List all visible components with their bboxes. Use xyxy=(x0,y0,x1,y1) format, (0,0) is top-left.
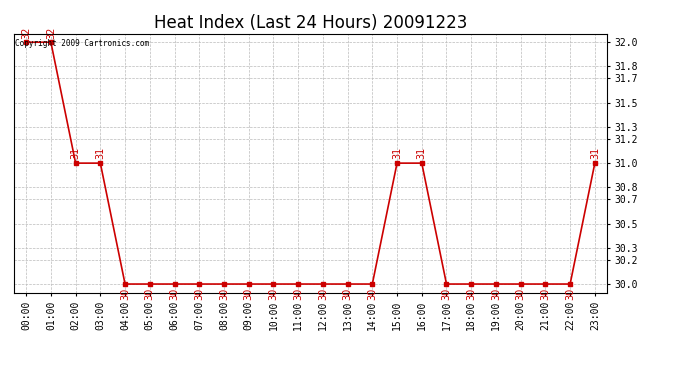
Text: 30: 30 xyxy=(367,288,377,300)
Text: 31: 31 xyxy=(95,147,106,159)
Text: 30: 30 xyxy=(170,288,179,300)
Text: 30: 30 xyxy=(318,288,328,300)
Text: 30: 30 xyxy=(293,288,303,300)
Text: 31: 31 xyxy=(590,147,600,159)
Text: 30: 30 xyxy=(442,288,451,300)
Text: Copyright 2009 Cartronics.com: Copyright 2009 Cartronics.com xyxy=(15,39,149,48)
Text: 30: 30 xyxy=(268,288,278,300)
Text: 32: 32 xyxy=(46,26,56,39)
Title: Heat Index (Last 24 Hours) 20091223: Heat Index (Last 24 Hours) 20091223 xyxy=(154,14,467,32)
Text: 31: 31 xyxy=(392,147,402,159)
Text: 30: 30 xyxy=(120,288,130,300)
Text: 30: 30 xyxy=(491,288,501,300)
Text: 31: 31 xyxy=(417,147,426,159)
Text: 30: 30 xyxy=(466,288,476,300)
Text: 31: 31 xyxy=(70,147,81,159)
Text: 32: 32 xyxy=(21,26,31,39)
Text: 30: 30 xyxy=(145,288,155,300)
Text: 30: 30 xyxy=(195,288,204,300)
Text: 30: 30 xyxy=(343,288,353,300)
Text: 30: 30 xyxy=(244,288,254,300)
Text: 30: 30 xyxy=(565,288,575,300)
Text: 30: 30 xyxy=(219,288,229,300)
Text: 30: 30 xyxy=(515,288,526,300)
Text: 30: 30 xyxy=(540,288,551,300)
